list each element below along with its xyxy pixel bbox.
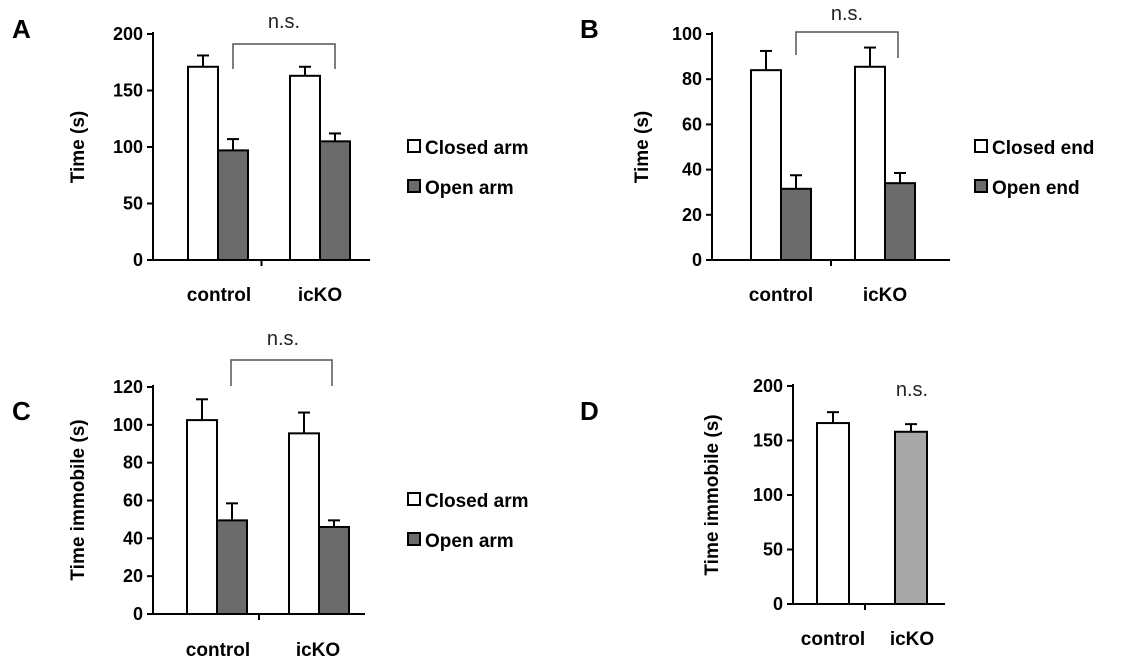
y-tick-label: 60 bbox=[123, 491, 143, 511]
bar-closed-end-control bbox=[750, 69, 782, 261]
x-category-label: control bbox=[749, 285, 813, 306]
y-tick-label: 100 bbox=[753, 485, 783, 505]
y-tick-label: 200 bbox=[753, 376, 783, 396]
x-category-label: control bbox=[187, 285, 251, 306]
chart-panel-b: B Time (s) 0 20 40 60 80 100 control icKO n.s. Clos… bbox=[580, 3, 1094, 306]
y-tick-label: 100 bbox=[113, 137, 143, 157]
x-category-label: icKO bbox=[863, 285, 907, 306]
bar-value-control bbox=[816, 422, 850, 605]
bar-open-arm-icko bbox=[319, 140, 351, 262]
bar-closed-arm-control bbox=[187, 65, 219, 261]
x-category-label: icKO bbox=[890, 629, 934, 650]
chart-panel-c: C Time immobile (s) 0 20 40 60 80 100 120 control… bbox=[12, 328, 528, 661]
y-tick-label: 20 bbox=[123, 566, 143, 586]
legend-swatch bbox=[407, 139, 421, 153]
significance-bracket bbox=[230, 359, 333, 386]
y-tick-label: 80 bbox=[123, 453, 143, 473]
panel-letter: B bbox=[580, 14, 599, 44]
bar-open-end-icko bbox=[884, 182, 916, 261]
y-tick-label: 50 bbox=[123, 194, 143, 214]
y-tick-label: 150 bbox=[753, 431, 783, 451]
legend-label: Closed arm bbox=[425, 491, 528, 512]
significance-label: n.s. bbox=[831, 3, 863, 25]
legend-label: Open arm bbox=[425, 531, 514, 552]
y-tick-label: 40 bbox=[682, 160, 702, 180]
x-category-label: control bbox=[801, 629, 865, 650]
bar-closed-end-icko bbox=[854, 65, 886, 261]
y-tick-label: 60 bbox=[682, 114, 702, 134]
panel-letter: D bbox=[580, 396, 599, 426]
y-tick-label: 200 bbox=[113, 24, 143, 44]
y-tick-label: 0 bbox=[692, 250, 702, 270]
significance-label: n.s. bbox=[267, 328, 299, 350]
legend-label: Open end bbox=[992, 178, 1080, 199]
legend-swatch bbox=[407, 532, 421, 546]
chart-panel-a: A Time (s) 0 50 100 150 200 control icKO n.s. Clos… bbox=[12, 11, 528, 306]
legend-label: Closed arm bbox=[425, 138, 528, 159]
legend-swatch bbox=[407, 179, 421, 193]
bar-closed-arm-icko bbox=[288, 432, 320, 615]
bar-open-arm-control bbox=[216, 519, 248, 615]
y-tick-label: 80 bbox=[682, 69, 702, 89]
legend-swatch bbox=[974, 179, 988, 193]
bar-open-arm-icko bbox=[318, 525, 350, 616]
x-category-label: icKO bbox=[298, 285, 342, 306]
significance-label: n.s. bbox=[268, 11, 300, 33]
y-axis-label: Time (s) bbox=[632, 111, 653, 184]
significance-bracket bbox=[795, 31, 899, 58]
panel-letter: C bbox=[12, 396, 31, 426]
y-tick-label: 20 bbox=[682, 205, 702, 225]
y-tick-label: 50 bbox=[763, 540, 783, 560]
significance-bracket bbox=[232, 43, 336, 69]
y-tick-label: 0 bbox=[773, 594, 783, 614]
y-tick-label: 100 bbox=[113, 415, 143, 435]
x-category-label: icKO bbox=[296, 640, 340, 661]
y-axis-label: Time immobile (s) bbox=[702, 414, 723, 575]
panel-letter: A bbox=[12, 14, 31, 44]
bar-closed-arm-icko bbox=[289, 74, 321, 261]
x-category-label: control bbox=[186, 640, 250, 661]
y-tick-label: 0 bbox=[133, 250, 143, 270]
legend-label: Open arm bbox=[425, 178, 514, 199]
y-tick-label: 100 bbox=[672, 24, 702, 44]
y-tick-label: 120 bbox=[113, 377, 143, 397]
legend-swatch bbox=[407, 492, 421, 506]
y-tick-label: 0 bbox=[133, 604, 143, 624]
bar-value-icko bbox=[894, 430, 928, 605]
bar-open-arm-control bbox=[217, 149, 249, 261]
significance-label: n.s. bbox=[896, 379, 928, 401]
legend-swatch bbox=[974, 139, 988, 153]
y-tick-label: 40 bbox=[123, 528, 143, 548]
y-axis-label: Time (s) bbox=[68, 111, 89, 184]
legend-label: Closed end bbox=[992, 138, 1094, 159]
y-tick-label: 150 bbox=[113, 81, 143, 101]
bar-closed-arm-control bbox=[186, 419, 218, 615]
chart-panel-d: D Time immobile (s) 0 50 100 150 200 control icK… bbox=[580, 376, 945, 650]
bar-open-end-control bbox=[780, 187, 812, 261]
y-axis-label: Time immobile (s) bbox=[68, 419, 89, 580]
